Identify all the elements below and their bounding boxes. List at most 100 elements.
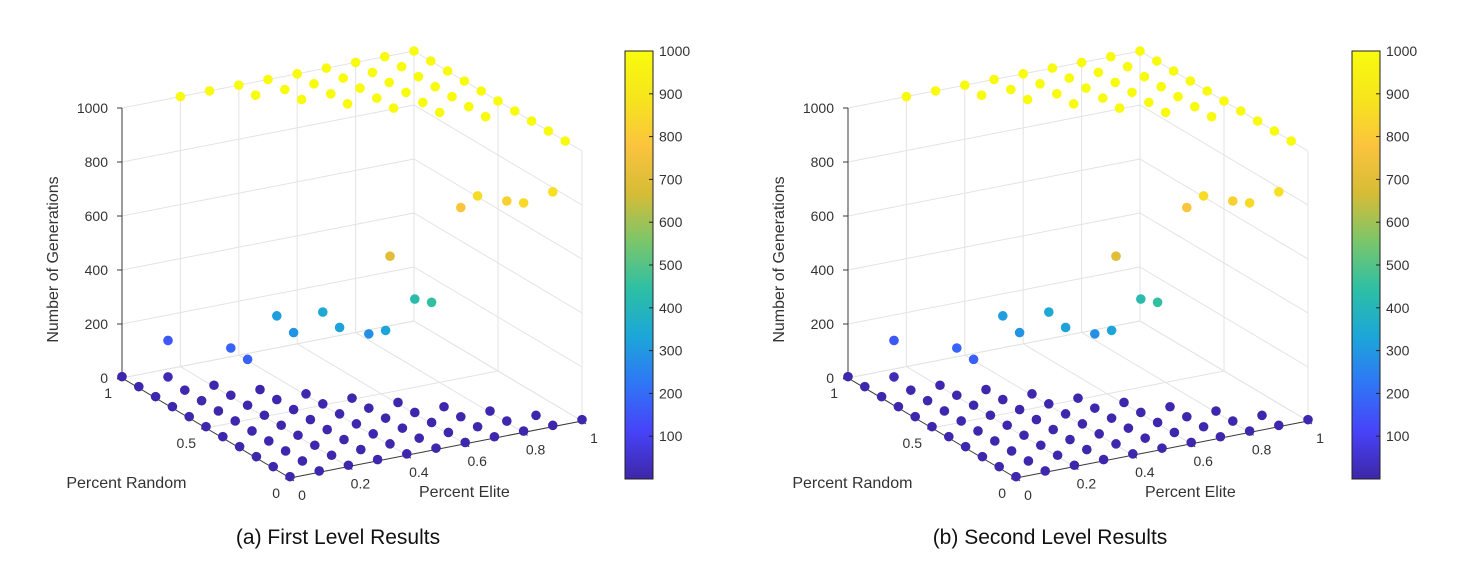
colorbar: 100 200 300 400 500 600 700 800 900 1000 — [624, 43, 690, 480]
data-point — [1168, 66, 1179, 76]
back-wall-gridline — [121, 158, 415, 217]
data-point — [1122, 61, 1133, 72]
data-point — [1014, 404, 1025, 415]
back-wall-gridline — [847, 266, 1141, 325]
data-point — [1136, 294, 1146, 304]
data-point — [1093, 67, 1104, 78]
data-point — [385, 439, 395, 449]
data-point — [493, 96, 503, 106]
back-wall-gridline — [121, 320, 415, 379]
data-point — [396, 61, 407, 72]
side-wall-gridline — [413, 266, 583, 368]
data-point — [117, 371, 127, 382]
data-point — [322, 424, 333, 435]
data-point — [1144, 97, 1154, 108]
data-point — [1044, 307, 1054, 317]
data-point — [960, 80, 970, 90]
data-point — [935, 380, 945, 391]
data-point — [952, 390, 962, 401]
data-point — [368, 429, 379, 439]
data-point — [367, 67, 378, 78]
data-point — [342, 99, 353, 109]
data-point — [134, 381, 144, 392]
x-axis-label: Percent Elite — [1145, 484, 1236, 501]
data-point — [480, 111, 491, 122]
colorbar-tick-label: 400 — [1386, 300, 1410, 316]
data-point — [1098, 454, 1109, 465]
data-point — [242, 400, 253, 411]
scatter3d-first-level: 00.20.40.60.8100.5102004006008001000Perc… — [45, 43, 690, 503]
data-point — [1274, 187, 1284, 197]
colorbar: 100 200 300 400 500 600 700 800 900 1000 — [1351, 43, 1417, 480]
data-point — [994, 461, 1004, 472]
data-point — [901, 91, 912, 102]
x-tick-label: 0.8 — [1252, 441, 1272, 457]
data-point — [293, 430, 303, 441]
data-point — [1002, 420, 1012, 431]
data-point — [1023, 456, 1034, 466]
data-point — [998, 311, 1008, 321]
x-tick-label: 0.2 — [1077, 476, 1097, 492]
data-point — [1169, 427, 1180, 438]
data-point — [1022, 94, 1033, 105]
axes — [842, 107, 1313, 482]
data-point — [334, 409, 345, 419]
data-point — [502, 196, 512, 206]
data-point — [263, 74, 273, 85]
data-point — [1152, 297, 1163, 308]
data-point — [201, 421, 211, 432]
data-point — [893, 401, 904, 412]
y-axis-label: Percent Random — [792, 475, 912, 492]
data-point — [226, 343, 236, 353]
x-tick-label: 0.4 — [409, 464, 429, 480]
data-point — [418, 97, 428, 108]
data-point — [518, 426, 529, 436]
data-point — [434, 107, 445, 118]
data-point — [1182, 202, 1192, 213]
data-point — [548, 420, 558, 431]
data-point — [485, 406, 495, 416]
data-point — [1228, 416, 1238, 426]
data-point — [163, 372, 173, 382]
data-point — [1027, 389, 1037, 399]
data-point — [410, 407, 420, 418]
x-tick-label: 0 — [1024, 487, 1032, 503]
x-tick-label: 0.8 — [526, 441, 546, 457]
x-tick-label: 1 — [1316, 430, 1324, 446]
back-wall-gridline — [847, 104, 1141, 163]
z-axis-label: Number of Generations — [771, 176, 788, 342]
colorbar-tick-label: 800 — [659, 129, 683, 145]
data-point — [250, 90, 261, 100]
data-point — [385, 251, 395, 261]
data-point — [280, 446, 291, 456]
data-point — [1244, 426, 1255, 436]
z-tick-label: 400 — [811, 262, 835, 278]
data-point — [944, 431, 954, 442]
colorbar-tick-label: 1000 — [1386, 43, 1417, 59]
colorbar-tick-label: 700 — [1386, 171, 1410, 187]
data-point — [288, 404, 299, 415]
data-point — [439, 401, 449, 412]
data-point — [1198, 191, 1209, 201]
colorbar-tick-label: 600 — [659, 214, 683, 230]
data-point — [292, 69, 303, 79]
data-point — [1139, 71, 1150, 82]
data-point — [1110, 77, 1120, 88]
data-point — [560, 136, 570, 146]
data-point — [276, 420, 287, 431]
x-tick-label: 0.6 — [467, 453, 487, 469]
y-tick-label: 1 — [830, 385, 838, 401]
data-point — [167, 401, 178, 412]
data-point — [184, 411, 194, 422]
data-point — [502, 416, 512, 426]
data-point — [447, 91, 457, 102]
scatter3d-second-level: 00.20.40.60.8100.5102004006008001000Perc… — [771, 43, 1417, 503]
z-tick-label: 1000 — [77, 100, 108, 116]
data-point — [1019, 430, 1029, 441]
data-point — [976, 90, 987, 100]
data-point — [1106, 325, 1117, 336]
data-point — [1090, 403, 1100, 413]
data-point — [413, 71, 424, 82]
side-wall-gridline — [413, 320, 583, 422]
back-wall-gridline — [121, 266, 415, 325]
